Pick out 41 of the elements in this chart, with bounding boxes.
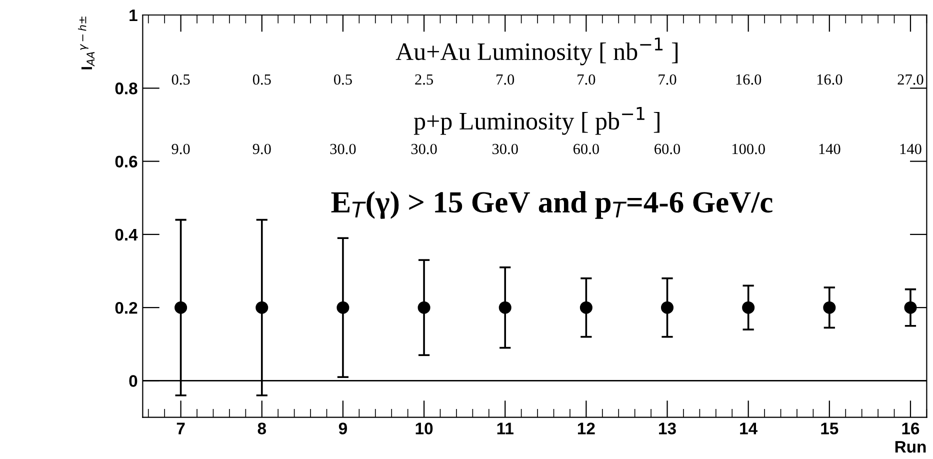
annotation: 16.0 [817,74,842,85]
annotation: 27.0 [898,74,924,85]
y-axis-title: I$_{AA}$$^{γ−h±}$ [78,16,94,70]
annotation: 16.0 [736,74,762,85]
y-tick-label: 0.6 [115,156,138,168]
annotation: 140 [900,144,922,154]
y-tick-label: 0.4 [115,228,138,241]
annotation: 7.0 [578,74,596,85]
x-tick-label: 10 [416,422,433,434]
annotation: 2.5 [415,74,433,85]
y-tick-label: 0.8 [115,82,138,94]
x-tick-label: 11 [497,422,514,434]
x-tick-label: 15 [821,422,838,434]
annotation: 60.0 [654,144,680,154]
annotation: 30.0 [330,144,356,154]
x-tick-label: 9 [338,422,347,434]
annotation: 9.0 [172,144,190,154]
annotation: 7.0 [496,74,514,85]
annotation: 0.5 [252,74,271,85]
annotation: 100.0 [732,144,765,154]
y-tick-label: 0 [129,375,138,387]
x-tick-label: 12 [578,422,595,434]
annotation: 0.5 [172,74,190,85]
x-tick-label: 14 [740,422,758,434]
annotation: E$_{T}$(γ) > 15 GeV and p$_{T}$=4-6 GeV/c [331,191,772,219]
x-tick-label: 16 [902,422,920,434]
annotation: 30.0 [411,144,437,154]
x-tick-label: 13 [659,422,676,434]
annotation: 0.5 [334,74,352,85]
annotation: p+p Luminosity [ pb$^{−1}$ ] [414,107,660,135]
x-tick-label: 8 [258,422,266,434]
annotation: 60.0 [573,144,599,154]
y-tick-label: 0.2 [115,302,138,314]
x-tick-label: 7 [176,422,185,434]
annotation: 9.0 [252,144,271,154]
annotation: Au+Au Luminosity [ nb$^{−1}$ ] [396,38,678,66]
annotation: 30.0 [492,144,518,154]
annotation: 140 [819,144,840,154]
x-axis-title: Run [895,441,926,453]
annotation: 7.0 [658,74,676,85]
y-tick-label: 1 [130,10,138,22]
